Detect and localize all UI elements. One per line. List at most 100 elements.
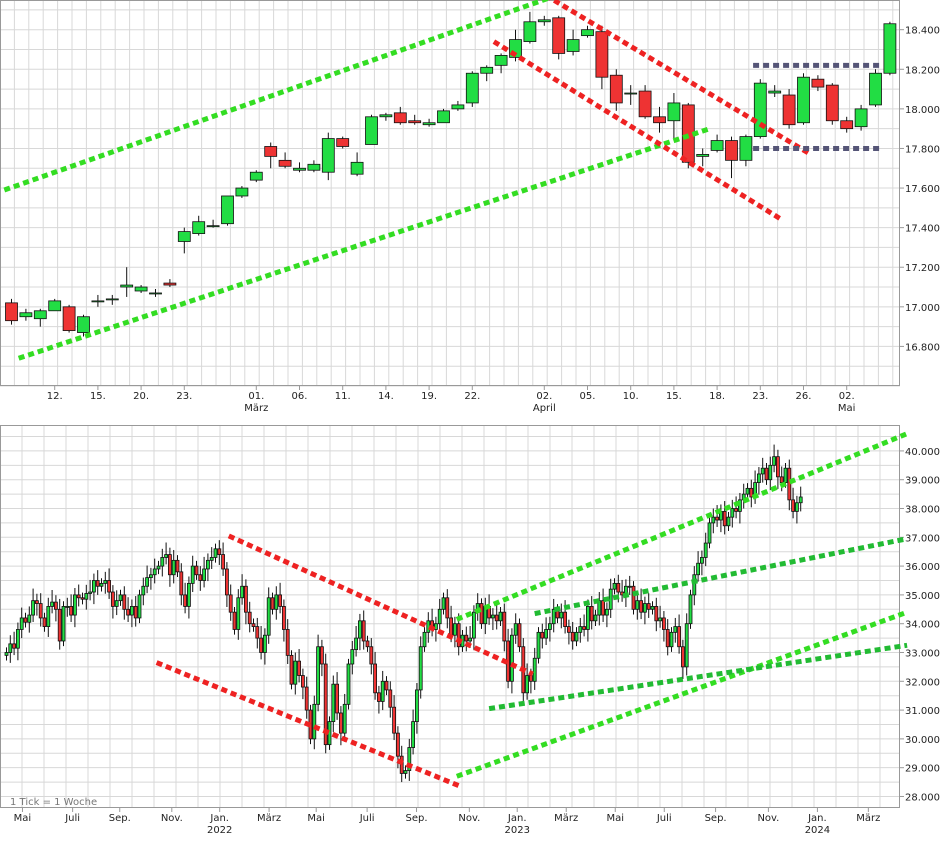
candle-up — [262, 634, 267, 653]
candle-up — [118, 594, 123, 602]
candle-down — [80, 597, 85, 600]
candle-up — [91, 300, 105, 303]
x-tick-label: Juli — [656, 813, 672, 824]
candle-down — [319, 646, 324, 665]
candle-up — [342, 703, 347, 734]
candle-down — [653, 116, 666, 124]
candle-up — [739, 136, 753, 161]
candle-down — [23, 617, 28, 623]
x-tick-sublabel: Mai — [838, 403, 856, 414]
candle-up — [566, 39, 580, 52]
candle-up — [726, 516, 731, 527]
x-tick-label: Juli — [359, 813, 375, 824]
candle-up — [149, 292, 162, 295]
candle-up — [152, 568, 157, 576]
candle-up — [192, 221, 206, 234]
candle-up — [711, 516, 716, 524]
candle-up — [48, 300, 62, 312]
x-tick-sublabel: April — [533, 403, 556, 414]
candle-up — [525, 675, 529, 694]
y-tick-label: 40.000 — [905, 447, 940, 458]
candle-up — [190, 565, 195, 584]
candle-up — [673, 626, 678, 633]
y-tick-label: 32.000 — [905, 677, 940, 688]
y-tick-label: 29.000 — [905, 764, 940, 775]
candle-down — [95, 580, 100, 587]
candle-up — [249, 171, 263, 181]
candle-up — [624, 92, 638, 95]
candle-down — [338, 712, 343, 734]
candle-down — [228, 594, 233, 613]
candle-up — [869, 72, 882, 106]
candle-up — [114, 600, 119, 607]
candle-up — [710, 140, 724, 151]
trend-line — [155, 660, 462, 789]
y-tick-label: 35.000 — [905, 591, 940, 602]
candle-down — [665, 629, 670, 648]
y-tick-label: 30.000 — [905, 735, 940, 746]
x-tick-label: 23. — [752, 391, 768, 402]
candle-up — [19, 617, 24, 630]
candle-up — [494, 55, 508, 66]
x-tick-label: 12. — [47, 391, 63, 402]
y-tick-label: 17.800 — [905, 144, 940, 155]
x-tick-label: 02. — [839, 391, 855, 402]
candle-down — [540, 631, 545, 639]
x-tick-label: März — [257, 813, 281, 824]
candle-down — [384, 680, 389, 691]
candle-down — [570, 631, 575, 642]
candle-up — [593, 614, 598, 622]
candle-down — [259, 637, 264, 653]
candle-down — [722, 510, 727, 527]
candle-down — [167, 554, 172, 576]
candle-up — [548, 623, 552, 630]
candle-down — [631, 585, 636, 610]
candle-up — [688, 594, 693, 625]
candle-down — [388, 689, 393, 708]
candle-up — [365, 116, 378, 145]
candle-down — [300, 675, 305, 688]
candle-up — [274, 594, 279, 610]
candle-up — [536, 631, 541, 659]
candle-up — [798, 496, 803, 504]
candle-down — [654, 606, 659, 622]
x-tick-label: 15. — [666, 391, 682, 402]
candle-up — [745, 487, 750, 495]
candle-down — [782, 94, 796, 126]
candle-up — [46, 606, 51, 627]
candle-down — [840, 120, 854, 130]
candle-up — [8, 643, 13, 653]
candle-up — [177, 231, 191, 242]
x-tick-label: Nov. — [458, 813, 480, 824]
y-tick-label: 16.800 — [905, 342, 940, 353]
candle-down — [255, 626, 260, 639]
candle-down — [464, 634, 469, 642]
candle-up — [141, 585, 146, 596]
y-tick-label: 28.000 — [905, 792, 940, 803]
candle-up — [437, 608, 442, 625]
candle-down — [12, 643, 17, 649]
candle-down — [217, 548, 222, 555]
tick-interval-note: 1 Tick = 1 Woche — [10, 797, 98, 808]
candle-up — [471, 611, 476, 639]
candle-down — [787, 467, 792, 501]
trend-line — [227, 533, 534, 677]
candle-up — [513, 623, 518, 636]
candle-up — [650, 606, 655, 610]
candle-up — [586, 606, 590, 630]
candle-down — [552, 17, 566, 54]
candle-up — [783, 467, 788, 483]
candle-up — [627, 585, 632, 588]
y-tick-label: 37.000 — [905, 533, 940, 544]
candle-up — [88, 591, 92, 594]
candle-up — [551, 608, 556, 625]
candle-down — [133, 606, 138, 619]
candle-up — [206, 225, 220, 228]
y-tick-label: 31.000 — [905, 706, 940, 717]
y-tick-label: 38.000 — [905, 505, 940, 516]
candle-down — [251, 623, 256, 627]
candle-down — [175, 559, 180, 573]
candle-up — [667, 102, 681, 122]
candle-up — [437, 110, 450, 124]
candle-up — [293, 167, 306, 171]
